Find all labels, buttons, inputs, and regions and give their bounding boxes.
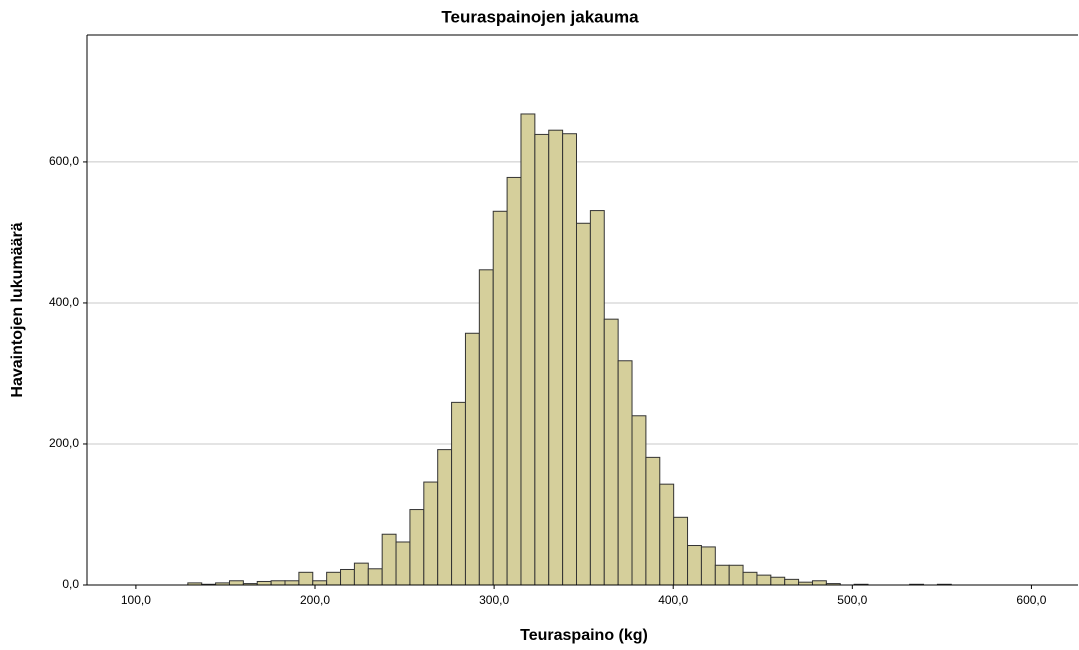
bar (617, 360, 633, 586)
bar (367, 568, 383, 586)
y-axis-title: Havaintojen lukumäärä (9, 222, 26, 397)
y-tick-label: 600,0 (49, 154, 79, 168)
bar (270, 580, 286, 586)
bar (687, 545, 702, 586)
x-tick-label: 200,0 (300, 593, 330, 607)
x-axis-title: Teuraspaino (kg) (520, 627, 648, 644)
bar (631, 415, 647, 586)
bar (673, 516, 689, 586)
bar (423, 481, 439, 586)
bar (548, 129, 564, 586)
bar (728, 564, 744, 586)
y-tick-label: 400,0 (49, 295, 79, 309)
bar (464, 332, 480, 586)
bar (603, 318, 619, 586)
bar (326, 571, 342, 586)
bar (437, 449, 453, 586)
x-tick-label: 600,0 (1016, 593, 1046, 607)
bar (811, 580, 827, 586)
bar (353, 562, 369, 586)
bar (742, 571, 758, 586)
bar (284, 580, 300, 586)
bar (714, 564, 730, 586)
bar (562, 133, 577, 586)
chart-title: Teuraspainojen jakauma (441, 7, 639, 26)
bar (340, 568, 355, 586)
bar (659, 483, 675, 586)
bar (520, 113, 536, 586)
bar (784, 578, 800, 586)
x-tick-label: 100,0 (121, 593, 151, 607)
bar (575, 222, 591, 586)
y-tick-label: 0,0 (62, 577, 79, 591)
bar (256, 580, 272, 586)
bar (478, 269, 494, 586)
bar (700, 546, 716, 586)
bar (756, 574, 772, 586)
bar (492, 210, 508, 586)
bar (506, 176, 522, 586)
bar (645, 456, 661, 586)
x-tick-label: 300,0 (479, 593, 509, 607)
bar (381, 533, 397, 586)
y-tick-label: 200,0 (49, 436, 79, 450)
bar (409, 509, 425, 586)
x-tick-label: 400,0 (658, 593, 688, 607)
bar (589, 210, 605, 586)
bar (395, 541, 411, 586)
x-tick-label: 500,0 (837, 593, 867, 607)
bar (298, 571, 314, 586)
bar (451, 401, 466, 586)
bar (228, 580, 244, 586)
bar (312, 580, 328, 586)
bar (770, 576, 786, 586)
bar (534, 133, 550, 586)
